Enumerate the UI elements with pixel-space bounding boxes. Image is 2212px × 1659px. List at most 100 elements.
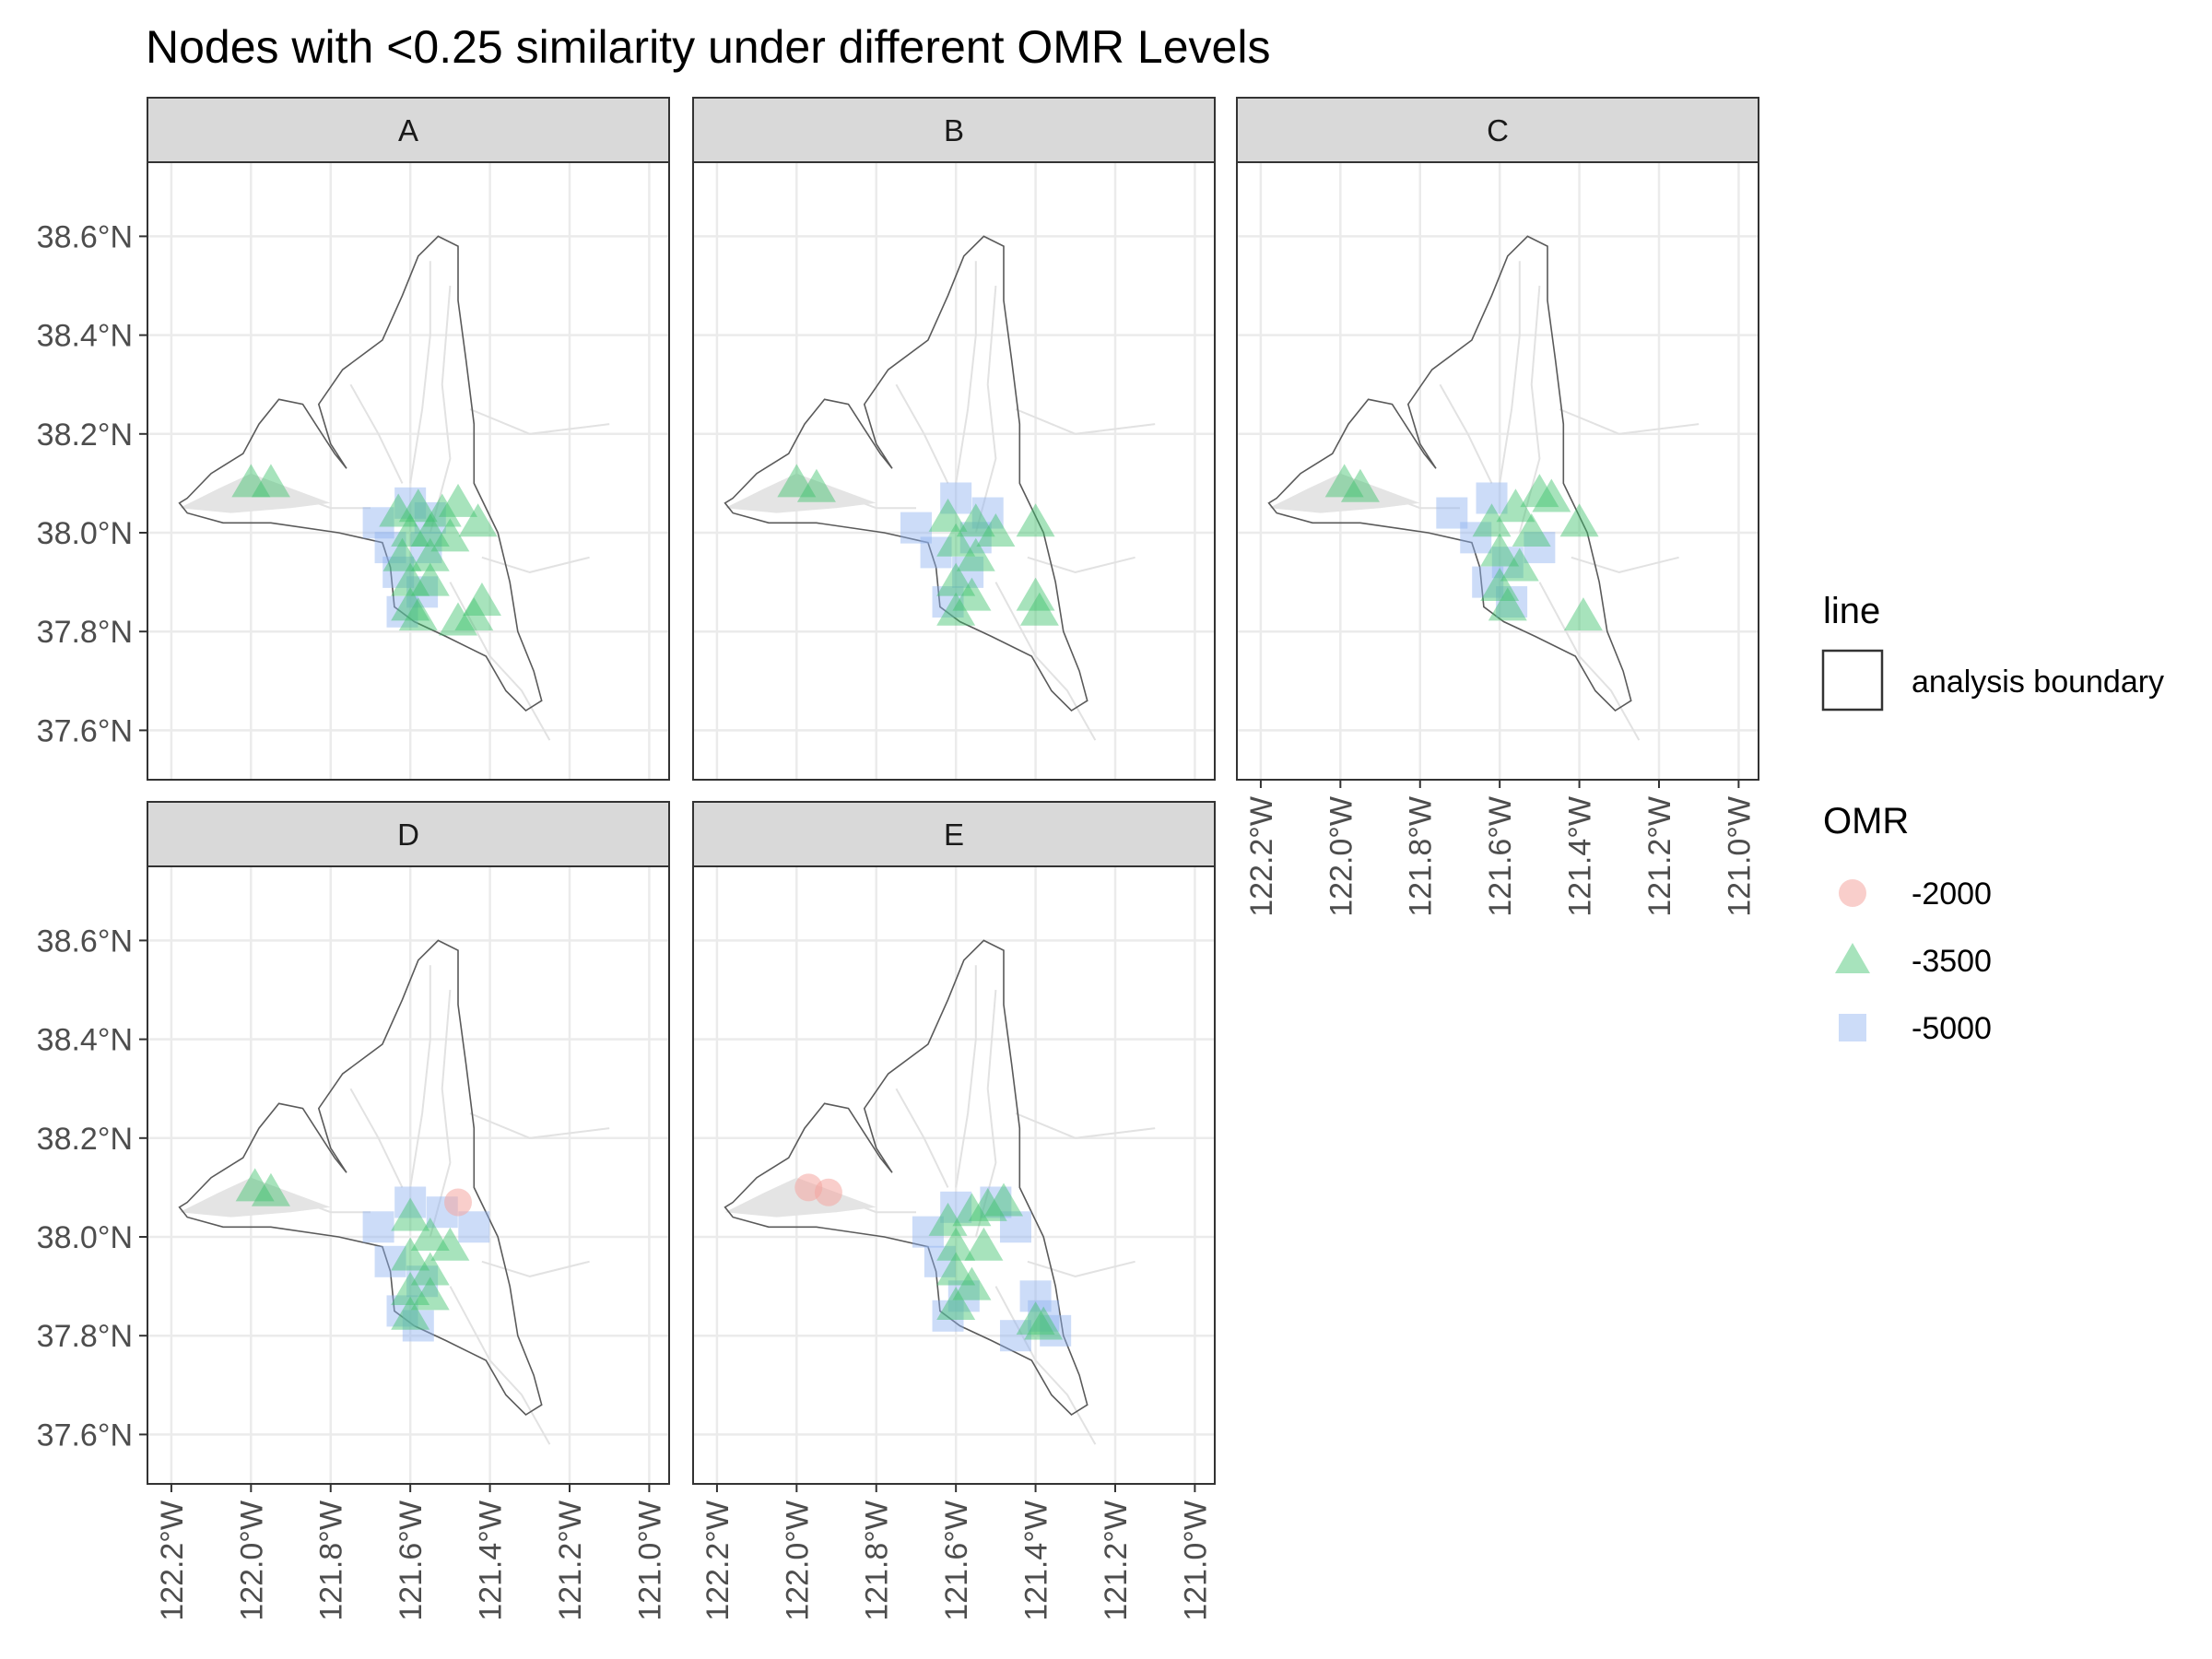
point-omr-3500: [235, 1168, 275, 1202]
channel-line: [955, 965, 977, 1188]
channel-line: [895, 1088, 949, 1188]
channel-line: [1518, 285, 1541, 534]
point-omr-3500: [952, 577, 992, 611]
point-omr-5000: [374, 1245, 406, 1277]
point-omr-3500: [391, 562, 430, 596]
panel-strip-label-a: A: [398, 113, 418, 147]
panel-background-b: [693, 162, 1215, 780]
point-omr-5000: [952, 556, 984, 588]
channel-line: [994, 1286, 1097, 1445]
point-omr-5000: [980, 1186, 1012, 1218]
point-omr-3500: [1488, 587, 1527, 621]
point-omr-3500: [952, 1266, 992, 1300]
panel-content-c: [1237, 162, 1759, 780]
point-omr-2000: [814, 1178, 842, 1206]
point-omr-5000: [458, 1211, 490, 1243]
channel-line: [449, 1286, 551, 1445]
point-omr-5000: [362, 507, 394, 539]
point-omr-5000: [1436, 497, 1468, 529]
point-omr-3500: [379, 493, 418, 527]
legend-label-omr-3500: -3500: [1912, 944, 1992, 979]
point-omr-5000: [932, 1300, 964, 1332]
point-omr-3500: [410, 1218, 450, 1251]
point-omr-3500: [936, 562, 976, 596]
point-omr-3500: [936, 1252, 976, 1286]
channel-line: [1499, 261, 1521, 484]
point-omr-5000: [410, 532, 442, 564]
point-omr-3500: [391, 1197, 430, 1231]
point-omr-5000: [947, 1280, 980, 1312]
point-omr-3500: [410, 1277, 450, 1311]
point-omr-3500: [976, 513, 1016, 547]
point-omr-3500: [454, 597, 494, 631]
point-omr-5000: [362, 1211, 394, 1243]
point-omr-3500: [1559, 503, 1599, 537]
x-tick-label-121-6-w: 121.6°W: [939, 1500, 974, 1621]
x-tick-label-121-0-w: 121.0°W: [1722, 796, 1757, 917]
point-omr-3500: [430, 1227, 470, 1261]
bay-area: [179, 1177, 331, 1218]
point-omr-3500: [1480, 567, 1520, 601]
panel-strip-c: [1236, 97, 1759, 163]
point-omr-5000: [971, 497, 1004, 529]
channel-line: [349, 383, 404, 484]
panel-strip-label-e: E: [944, 818, 964, 852]
channel-line: [429, 989, 452, 1238]
y-tick-label-37-6-n: 37.6°N: [37, 1418, 133, 1453]
panel-content-e: [693, 866, 1215, 1484]
point-omr-3500: [231, 464, 271, 498]
bay-area: [1268, 473, 1420, 513]
channel-line: [409, 261, 431, 484]
panel-e: E: [692, 801, 1216, 1485]
point-omr-3500: [1496, 488, 1535, 523]
legend-key-omr-2000: [1839, 879, 1866, 907]
legend-line-title: line: [1823, 591, 1880, 631]
x-tick-label-122-2-w: 122.2°W: [1244, 796, 1279, 917]
panel-strip-b: [692, 97, 1216, 163]
channel-line: [469, 408, 610, 435]
point-omr-5000: [932, 586, 964, 618]
x-tick-label-121-8-w: 121.8°W: [314, 1500, 349, 1621]
bay-area: [179, 473, 331, 513]
point-omr-3500: [382, 537, 422, 571]
x-tick-label-121-2-w: 121.2°W: [553, 1500, 588, 1621]
analysis-boundary: [178, 939, 543, 1417]
channel-line: [1439, 383, 1493, 484]
channel-line: [1015, 408, 1156, 435]
point-omr-5000: [999, 1320, 1031, 1352]
point-omr-3500: [1563, 597, 1603, 631]
point-omr-3500: [462, 582, 501, 617]
panel-content-b: [693, 162, 1215, 780]
panel-c: C: [1236, 97, 1759, 781]
y-tick-label-38-6-n: 38.6°N: [37, 219, 133, 254]
panel-content-d: [147, 866, 669, 1484]
point-omr-5000: [406, 1265, 439, 1298]
point-omr-3500: [928, 1202, 968, 1236]
point-omr-3500: [391, 587, 430, 621]
point-omr-3500: [1019, 592, 1059, 626]
point-omr-3500: [410, 1252, 450, 1286]
x-tick-label-122-0-w: 122.0°W: [234, 1500, 269, 1621]
channel-line: [469, 1112, 610, 1139]
point-omr-5000: [940, 1191, 972, 1223]
point-omr-3500: [439, 483, 478, 517]
panel-background-c: [1237, 162, 1759, 780]
point-omr-5000: [924, 1245, 956, 1277]
point-omr-5000: [386, 1295, 418, 1327]
y-tick-label-37-8-n: 37.8°N: [37, 1319, 133, 1354]
point-omr-3500: [796, 468, 836, 502]
x-tick-label-122-2-w: 122.2°W: [155, 1500, 190, 1621]
point-omr-3500: [1340, 468, 1380, 502]
point-omr-3500: [952, 1193, 992, 1227]
point-omr-3500: [1520, 474, 1559, 508]
point-omr-3500: [968, 1187, 1007, 1221]
point-omr-3500: [1500, 547, 1539, 582]
channel-line: [449, 582, 551, 741]
analysis-boundary: [724, 235, 1088, 712]
point-omr-5000: [1496, 586, 1528, 618]
point-omr-5000: [1476, 482, 1508, 514]
point-omr-3500: [391, 1237, 430, 1271]
point-omr-5000: [382, 556, 415, 588]
channel-line: [409, 965, 431, 1188]
